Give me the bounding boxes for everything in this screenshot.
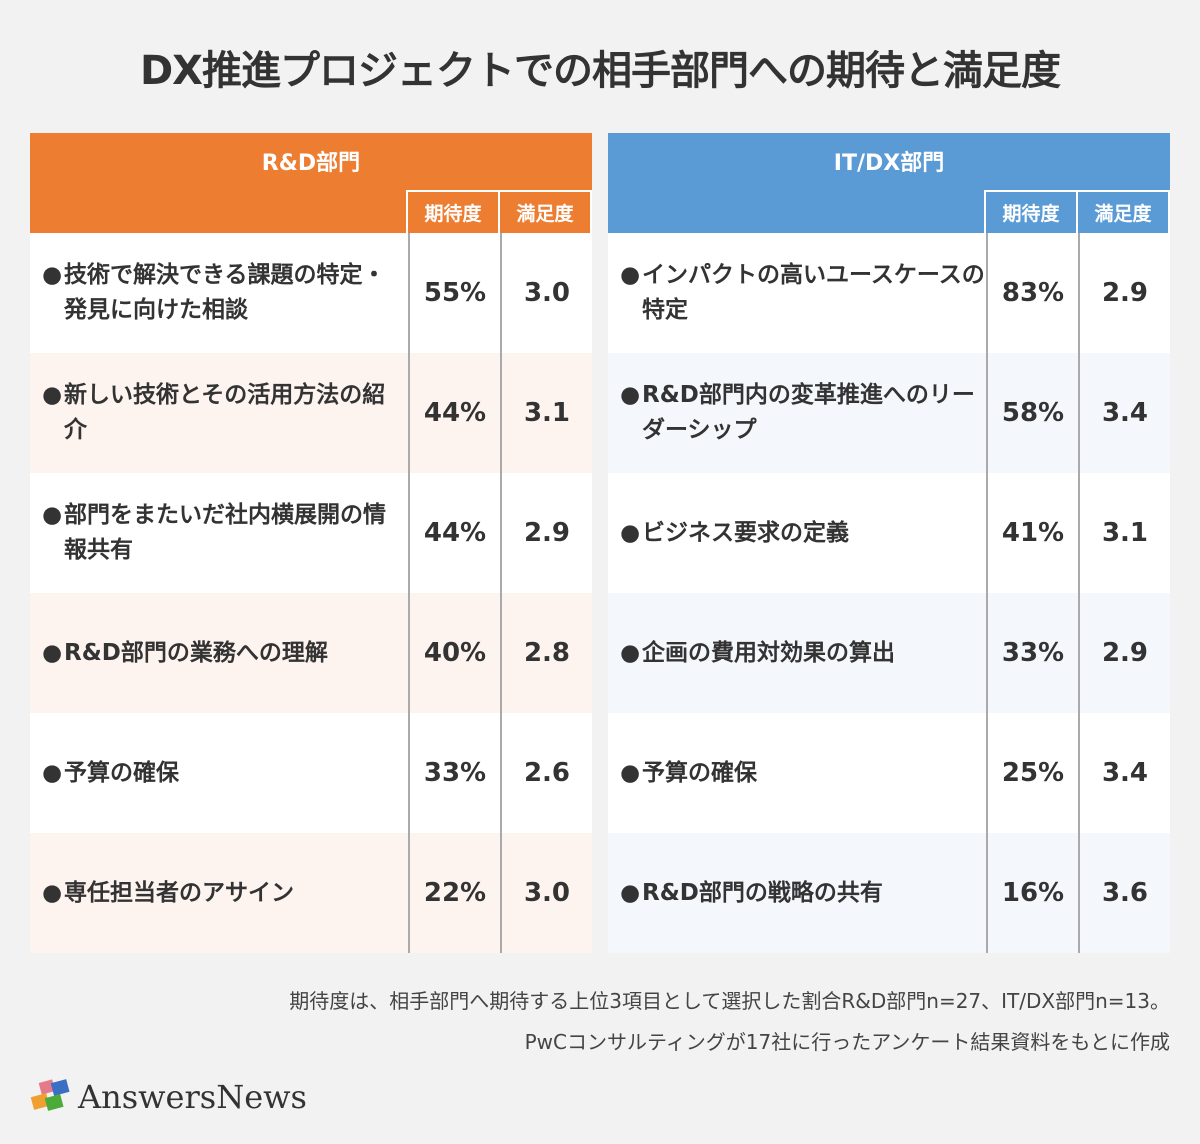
column-headers: 期待度 満足度: [30, 190, 592, 233]
item-label: 部門をまたいだ社内横展開の情報共有: [64, 502, 386, 563]
bullet-icon: ●: [42, 502, 63, 528]
item-label: インパクトの高いユースケースの特定: [642, 262, 985, 323]
table-row: ● 企画の費用対効果の算出 33% 2.9: [608, 593, 1170, 713]
table-row: ● R&D部門内の変革推進へのリーダーシップ 58% 3.4: [608, 353, 1170, 473]
table-header: IT/DX部門: [608, 133, 1170, 190]
item-label: 専任担当者のアサイン: [64, 879, 294, 906]
bullet-icon: ●: [620, 879, 641, 906]
satisfaction-value: 3.6: [1078, 833, 1170, 953]
item-label: 予算の確保: [64, 759, 179, 786]
table-row: ● R&D部門の業務への理解 40% 2.8: [30, 593, 592, 713]
it-dx-table: IT/DX部門 期待度 満足度 ● インパクトの高いユースケースの特定 83% 2…: [608, 133, 1170, 953]
table-row: ● R&D部門の戦略の共有 16% 3.6: [608, 833, 1170, 953]
note-expectation: 期待度は、相手部門へ期待する上位3項目として選択した割合R&D部門n=27、IT…: [289, 989, 1170, 1013]
column-headers: 期待度 満足度: [608, 190, 1170, 233]
answersnews-logo: AnswersNews: [28, 1078, 307, 1116]
item-label: R&D部門内の変革推進へのリーダーシップ: [642, 382, 975, 443]
expectation-value: 44%: [408, 353, 500, 473]
table-row: ● インパクトの高いユースケースの特定 83% 2.9: [608, 233, 1170, 353]
logo-text: AnswersNews: [78, 1078, 307, 1116]
table-row: ● 新しい技術とその活用方法の紹介 44% 3.1: [30, 353, 592, 473]
bullet-icon: ●: [42, 879, 63, 906]
item-label: 新しい技術とその活用方法の紹介: [64, 382, 386, 443]
bullet-icon: ●: [42, 639, 63, 666]
table-row: ● ビジネス要求の定義 41% 3.1: [608, 473, 1170, 593]
bullet-icon: ●: [620, 382, 641, 408]
expectation-value: 58%: [986, 353, 1078, 473]
satisfaction-value: 2.9: [1078, 593, 1170, 713]
bullet-icon: ●: [42, 382, 63, 408]
satisfaction-value: 3.0: [500, 833, 592, 953]
satisfaction-value: 3.4: [1078, 353, 1170, 473]
expectation-value: 22%: [408, 833, 500, 953]
expectation-value: 55%: [408, 233, 500, 353]
satisfaction-value: 3.1: [1078, 473, 1170, 593]
item-label: R&D部門の業務への理解: [64, 639, 328, 666]
satisfaction-value: 3.0: [500, 233, 592, 353]
bullet-icon: ●: [42, 262, 63, 288]
rd-table: R&D部門 期待度 満足度 ● 技術で解決できる課題の特定・発見に向けた相談 55…: [30, 133, 592, 953]
expectation-value: 16%: [986, 833, 1078, 953]
item-label: 技術で解決できる課題の特定・発見に向けた相談: [64, 262, 386, 323]
table-row: ● 部門をまたいだ社内横展開の情報共有 44% 2.9: [30, 473, 592, 593]
expectation-value: 41%: [986, 473, 1078, 593]
column-expectation: 期待度: [406, 190, 500, 233]
item-label: ビジネス要求の定義: [642, 519, 849, 546]
expectation-value: 40%: [408, 593, 500, 713]
column-expectation: 期待度: [984, 190, 1078, 233]
column-satisfaction: 満足度: [1076, 190, 1170, 233]
table-row: ● 予算の確保 33% 2.6: [30, 713, 592, 833]
table-header: R&D部門: [30, 133, 592, 190]
expectation-value: 83%: [986, 233, 1078, 353]
bullet-icon: ●: [620, 759, 641, 786]
satisfaction-value: 2.9: [1078, 233, 1170, 353]
note-source: PwCコンサルティングが17社に行ったアンケート結果資料をもとに作成: [524, 1030, 1170, 1054]
expectation-value: 33%: [408, 713, 500, 833]
item-label: 予算の確保: [642, 759, 757, 786]
item-label: 企画の費用対効果の算出: [642, 639, 895, 666]
bullet-icon: ●: [42, 759, 63, 786]
bullet-icon: ●: [620, 519, 641, 546]
expectation-value: 33%: [986, 593, 1078, 713]
item-label: R&D部門の戦略の共有: [642, 879, 883, 906]
puzzle-logo-icon: [30, 1079, 70, 1111]
table-row: ● 専任担当者のアサイン 22% 3.0: [30, 833, 592, 953]
satisfaction-value: 3.4: [1078, 713, 1170, 833]
table-row: ● 技術で解決できる課題の特定・発見に向けた相談 55% 3.0: [30, 233, 592, 353]
column-satisfaction: 満足度: [498, 190, 592, 233]
page-title: DX推進プロジェクトでの相手部門への期待と満足度: [139, 48, 1061, 94]
satisfaction-value: 3.1: [500, 353, 592, 473]
bullet-icon: ●: [620, 262, 641, 288]
table-row: ● 予算の確保 25% 3.4: [608, 713, 1170, 833]
expectation-value: 25%: [986, 713, 1078, 833]
bullet-icon: ●: [620, 639, 641, 666]
satisfaction-value: 2.8: [500, 593, 592, 713]
satisfaction-value: 2.9: [500, 473, 592, 593]
satisfaction-value: 2.6: [500, 713, 592, 833]
expectation-value: 44%: [408, 473, 500, 593]
